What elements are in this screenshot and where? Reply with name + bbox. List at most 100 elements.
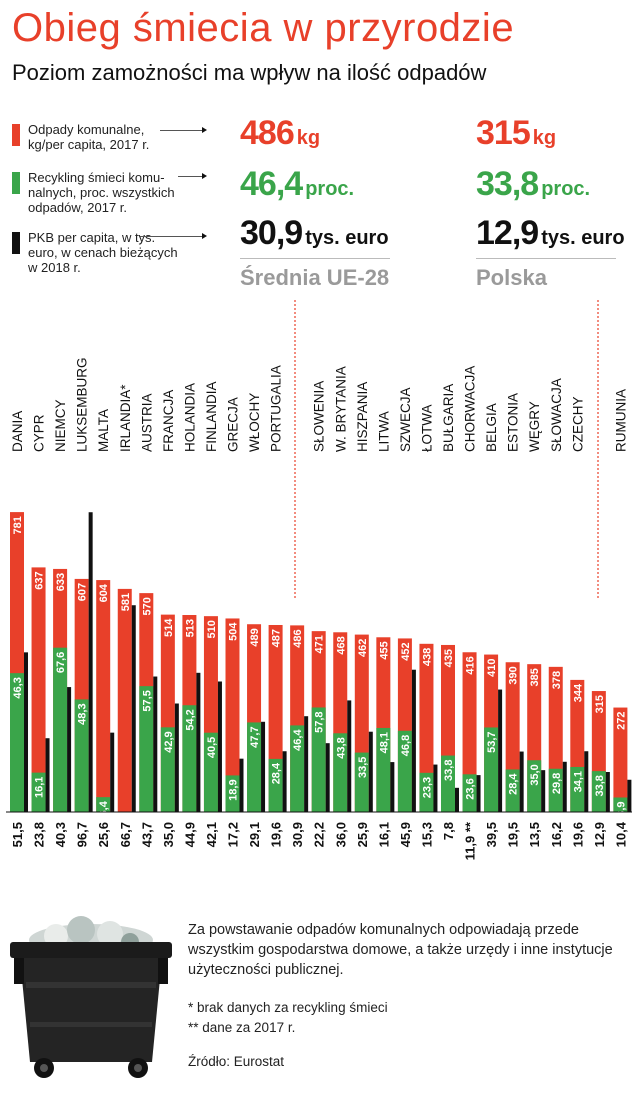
bar-waste (268, 624, 283, 812)
gdp-value-label: 44,9 (182, 822, 197, 847)
waste-value-label: 462 (357, 639, 369, 657)
eu-recycling-value: 46,4 proc. (240, 165, 355, 203)
waste-value-label: 510 (206, 620, 218, 638)
recycling-value-label: 6,4 (98, 800, 110, 816)
waste-value-label: 416 (465, 656, 477, 674)
bar-gdp (45, 738, 50, 812)
gdp-value-label: 30,9 (290, 822, 305, 847)
bar-gdp (325, 743, 330, 812)
legend-arrow-gdp (202, 233, 207, 239)
bar-recycling (613, 797, 628, 812)
bar-waste (10, 512, 24, 812)
bar-waste (333, 632, 348, 812)
recycling-value-label: 13,9 (615, 801, 627, 822)
bar-waste (441, 644, 455, 812)
bar-gdp (347, 700, 352, 812)
bar-recycling (311, 707, 326, 812)
bar-recycling (10, 673, 24, 812)
country-label: PORTUGALIA (269, 365, 284, 452)
waste-value-label: 435 (443, 649, 455, 667)
legend-leader-waste (160, 130, 202, 131)
bar-waste (139, 593, 154, 812)
bar-gdp (605, 772, 610, 812)
legend-swatch-recycling (12, 172, 20, 194)
country-label: GRECJA (226, 397, 241, 452)
bar-recycling (247, 722, 262, 812)
waste-value-label: 385 (529, 668, 541, 686)
country-label: LITWA (376, 411, 391, 452)
recycling-value-label: 16,1 (34, 777, 46, 798)
recycling-value-label: 18,9 (228, 779, 240, 800)
gdp-value-label: 7,8 (441, 822, 456, 840)
bar-recycling (74, 699, 89, 812)
gdp-value-label: 16,2 (549, 822, 564, 847)
bar-recycling (139, 686, 154, 812)
bar-waste (570, 679, 585, 812)
waste-value-label: 633 (55, 573, 67, 591)
bar-gdp (368, 731, 373, 812)
recycling-value-label: 40,5 (206, 737, 218, 758)
recycling-value-label: 29,8 (551, 773, 563, 794)
waste-value-label: 637 (34, 571, 46, 589)
waste-value-label: 570 (141, 597, 153, 615)
bar-gdp (131, 605, 136, 812)
bar-waste (613, 707, 628, 812)
recycling-value-label: 46,3 (12, 677, 24, 698)
gdp-value-label: 11,9 ** (463, 821, 478, 860)
bar-gdp (304, 716, 309, 812)
recycling-value-label: 46,8 (400, 735, 412, 756)
gdp-value-label: 15,3 (419, 822, 434, 847)
bar-waste (548, 666, 563, 812)
gdp-value-label: 12,9 (592, 822, 607, 847)
bar-gdp (390, 762, 395, 812)
waste-value-label: 486 (292, 629, 304, 647)
gdp-value-label: 19,6 (570, 822, 585, 847)
bar-recycling (96, 797, 111, 812)
country-label: ESTONIA (506, 393, 521, 452)
country-label: W. BRYTANIA (333, 366, 348, 452)
waste-value-label: 455 (378, 641, 390, 659)
gdp-value-label: 19,5 (506, 822, 521, 847)
bar-waste (354, 634, 369, 812)
country-label: SZWECJA (398, 387, 413, 452)
recycling-value-label: 23,3 (421, 777, 433, 798)
gdp-value-label: 25,6 (96, 822, 111, 847)
bar-gdp (88, 512, 93, 812)
gdp-value-label: 45,9 (398, 822, 413, 847)
waste-value-label: 489 (249, 628, 261, 646)
bar-waste (484, 654, 499, 812)
bar-recycling (462, 774, 477, 812)
bar-waste (311, 631, 326, 812)
footnote-2: ** dane za 2017 r. (188, 1020, 296, 1035)
chart-subtitle: Poziom zamożności ma wpływ na ilość odpa… (12, 60, 487, 85)
recycling-value-label: 67,6 (55, 652, 67, 673)
country-label: DANIA (10, 411, 25, 452)
country-label: HOLANDIA (182, 383, 197, 452)
recycling-value-label: 48,1 (378, 732, 390, 753)
bar-recycling (182, 705, 197, 812)
bar-gdp (562, 761, 567, 812)
waste-value-label: 781 (12, 516, 24, 534)
bar-recycling (268, 758, 283, 812)
legend-leader-gdp (140, 236, 202, 237)
bar-gdp (282, 751, 287, 812)
bar-recycling (591, 771, 606, 812)
footnote-1: * brak danych za recykling śmieci (188, 1000, 388, 1015)
waste-value-label: 438 (421, 648, 433, 666)
recycling-value-label: 33,5 (357, 757, 369, 778)
waste-value-label: 410 (486, 659, 498, 677)
bar-gdp (67, 687, 72, 812)
bar-recycling (527, 760, 542, 812)
gdp-value-label: 13,5 (527, 822, 542, 847)
bar-gdp (627, 779, 632, 812)
bar-gdp (519, 751, 524, 812)
country-label: SŁOWENIA (312, 381, 327, 452)
gdp-value-label: 36,0 (333, 822, 348, 847)
bar-gdp (411, 669, 416, 812)
waste-value-label: 513 (184, 619, 196, 637)
waste-value-label: 344 (572, 683, 584, 702)
recycling-value-label: 33,8 (443, 760, 455, 781)
waste-value-label: 604 (98, 583, 110, 602)
gdp-value-label: 40,3 (53, 822, 68, 847)
bar-recycling (505, 769, 520, 812)
